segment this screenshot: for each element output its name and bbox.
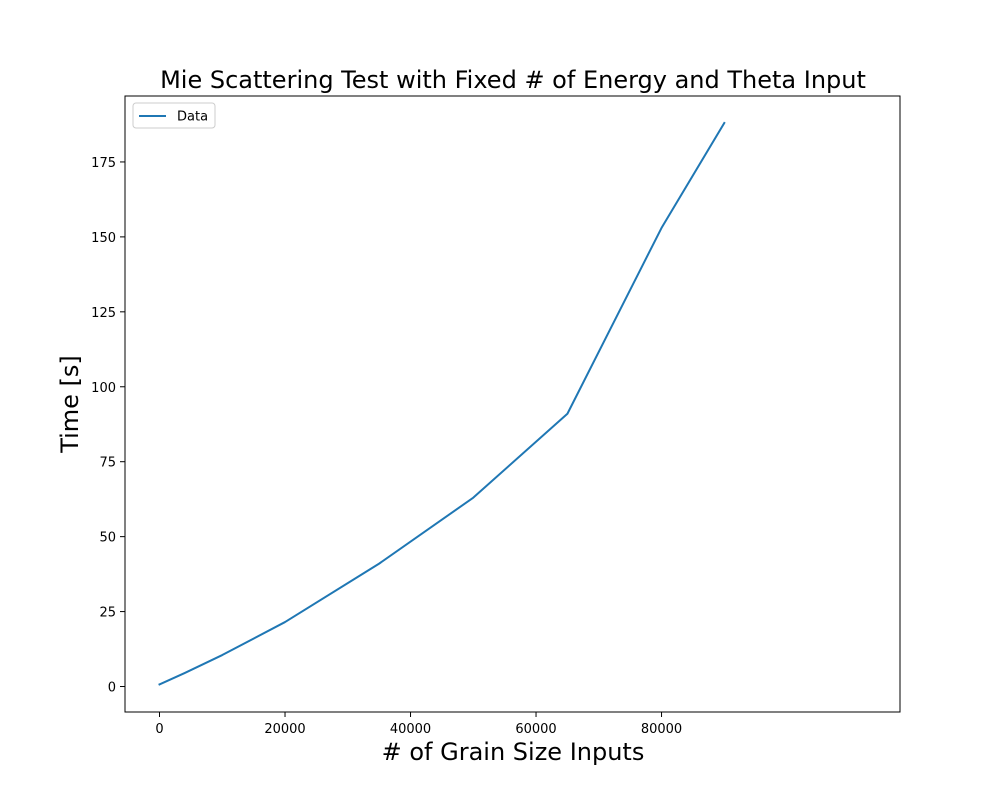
legend-box [132,102,216,129]
legend: Data [132,102,216,129]
y-tick-label: 125 [91,306,116,321]
x-tick-label: 80000 [641,722,682,737]
y-tick-label: 75 [99,456,116,471]
y-tick-label: 0 [108,681,116,696]
y-tick-label: 100 [91,381,116,396]
x-axis-label: # of Grain Size Inputs [382,738,645,766]
y-tick-label: 50 [99,531,116,546]
y-tick-label: 150 [91,231,116,246]
legend-label: Data [177,110,208,125]
x-tick-label: 60000 [515,722,556,737]
series-layer [158,121,726,686]
y-axis-label: Time [s] [56,355,84,454]
y-axis-ticks: 0 25 50 75 100 125 150 175 [91,156,125,696]
series-line-data [158,121,726,686]
x-axis-ticks: 0 20000 40000 60000 80000 [155,712,682,737]
x-tick-label: 20000 [264,722,305,737]
y-tick-label: 25 [99,606,116,621]
y-tick-label: 175 [91,156,116,171]
x-tick-label: 40000 [390,722,431,737]
chart-title: Mie Scattering Test with Fixed # of Ener… [160,66,866,94]
x-tick-label: 0 [155,722,163,737]
plot-area [124,95,901,713]
plot-frame [124,95,901,713]
